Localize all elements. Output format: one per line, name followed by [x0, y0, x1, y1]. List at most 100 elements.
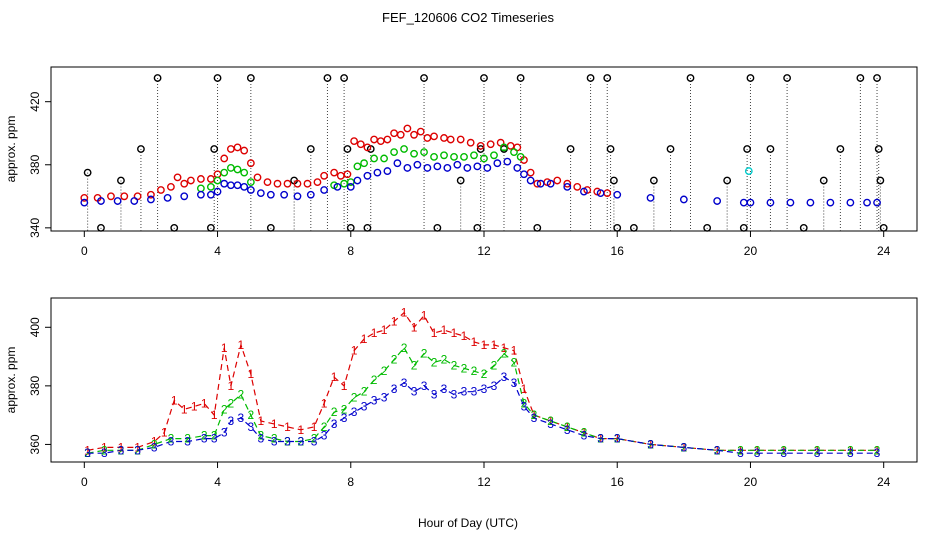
data-point-red	[107, 192, 115, 201]
series-marker-2: 2	[401, 341, 408, 355]
series-marker-1: 1	[321, 396, 328, 410]
series-marker-1: 1	[471, 335, 478, 349]
data-point-red	[293, 179, 302, 188]
series-marker-1: 1	[297, 423, 304, 437]
data-point-black	[83, 168, 92, 177]
x-tick-label: 8	[347, 475, 354, 489]
data-point-black	[649, 176, 658, 185]
series-marker-2: 2	[211, 429, 218, 443]
data-point-black	[703, 223, 712, 232]
series-marker-2: 2	[597, 432, 604, 446]
series-marker-3: 3	[451, 388, 458, 402]
series-marker-1: 1	[161, 426, 168, 440]
series-marker-1: 1	[647, 437, 654, 451]
data-point-black	[206, 223, 215, 232]
x-tick-label: 24	[877, 475, 891, 489]
series-marker-3: 3	[531, 411, 538, 425]
data-point-green	[353, 162, 362, 171]
series-marker-1: 1	[547, 414, 554, 428]
data-point-black	[306, 145, 315, 153]
series-marker-3: 3	[134, 443, 141, 457]
series-marker-1: 1	[681, 440, 688, 454]
series-marker-1: 1	[451, 326, 458, 340]
data-point-blue	[863, 198, 871, 207]
data-point-blue	[333, 182, 342, 191]
data-point-blue	[393, 159, 402, 168]
data-point-black	[323, 74, 332, 82]
series-marker-2: 2	[248, 408, 255, 422]
data-point-red	[573, 182, 582, 191]
data-point-black	[610, 176, 618, 185]
data-point-red	[456, 135, 465, 144]
series-marker-3: 3	[391, 382, 398, 396]
series-marker-3: 3	[461, 385, 468, 399]
data-point-red	[376, 137, 385, 146]
data-point-black	[819, 176, 828, 185]
series-marker-1: 1	[521, 382, 528, 396]
series-marker-2: 2	[381, 364, 388, 378]
data-point-black	[210, 145, 219, 153]
data-point-blue	[113, 197, 122, 205]
series-marker-2: 2	[491, 358, 498, 372]
data-point-green	[460, 152, 468, 161]
series-marker-3: 3	[84, 446, 91, 460]
data-point-black	[266, 223, 275, 232]
data-point-red	[343, 170, 352, 179]
data-point-red	[423, 134, 432, 142]
data-point-black	[739, 223, 748, 232]
data-point-black	[97, 223, 105, 232]
x-tick-label: 12	[477, 244, 491, 258]
series-marker-3: 3	[351, 405, 358, 419]
data-point-red	[273, 179, 282, 188]
series-marker-2: 2	[257, 429, 264, 443]
x-tick-label: 8	[347, 244, 354, 258]
series-marker-1: 1	[531, 408, 538, 422]
series-marker-2: 2	[431, 355, 438, 369]
series-marker-1: 1	[201, 396, 208, 410]
series-marker-3: 3	[754, 446, 761, 460]
data-point-black	[433, 223, 442, 232]
series-marker-1: 1	[151, 435, 158, 449]
x-tick-label: 20	[744, 475, 758, 489]
data-point-red	[383, 135, 392, 144]
data-point-blue	[293, 192, 302, 201]
data-point-blue	[646, 193, 655, 202]
series-marker-2: 2	[228, 396, 235, 410]
data-point-black	[606, 145, 615, 153]
series-marker-1: 1	[511, 344, 518, 358]
series-marker-2: 2	[134, 443, 141, 457]
series-marker-2: 2	[714, 443, 721, 457]
data-point-red	[120, 192, 129, 201]
data-point-red	[430, 132, 438, 141]
data-point-red	[320, 171, 329, 180]
series-marker-1: 1	[461, 329, 468, 343]
series-marker-2: 2	[581, 426, 588, 440]
series-marker-2: 2	[168, 432, 175, 446]
data-point-black	[476, 145, 485, 153]
data-point-red	[167, 182, 175, 191]
series-marker-1: 1	[118, 440, 125, 454]
series-marker-2: 2	[874, 443, 881, 457]
data-point-blue	[226, 181, 235, 190]
data-point-green	[226, 164, 235, 172]
data-point-blue	[97, 197, 105, 205]
data-point-blue	[196, 190, 205, 199]
data-point-blue	[130, 197, 139, 205]
series-marker-1: 1	[284, 420, 291, 434]
series-marker-3: 3	[780, 446, 787, 460]
data-point-red	[173, 173, 182, 182]
data-point-green	[390, 148, 398, 157]
bottom-y-axis-label: approx. ppm	[4, 347, 18, 414]
data-point-blue	[493, 159, 502, 168]
data-point-blue	[423, 164, 432, 172]
series-marker-2: 2	[151, 437, 158, 451]
data-point-red	[396, 130, 405, 139]
series-marker-1: 1	[361, 332, 368, 346]
data-point-green	[500, 143, 508, 152]
series-marker-1: 1	[614, 432, 621, 446]
series-marker-1: 1	[238, 338, 245, 352]
series-marker-2: 2	[84, 446, 91, 460]
series-marker-3: 3	[564, 423, 571, 437]
series-marker-1: 1	[211, 408, 218, 422]
